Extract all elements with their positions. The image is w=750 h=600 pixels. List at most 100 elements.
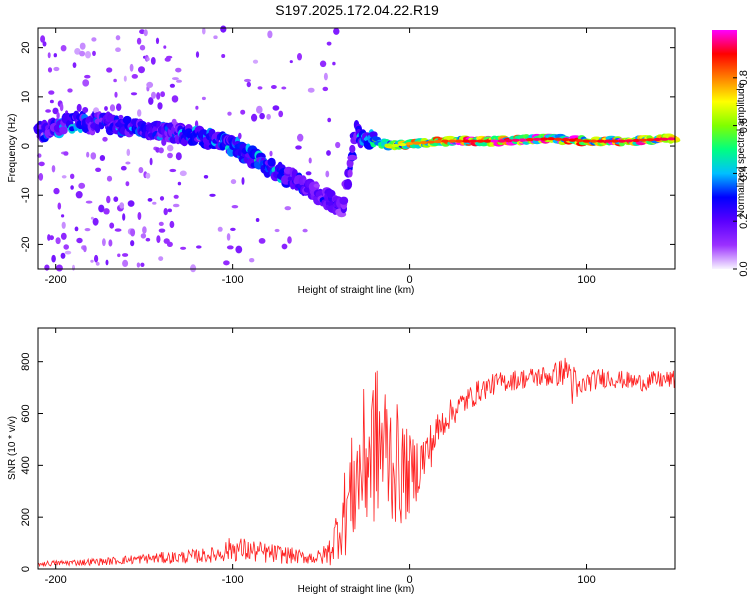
spectrogram-cell	[151, 91, 156, 99]
spectrogram-cell	[136, 262, 141, 268]
spectrogram-cell	[78, 182, 86, 189]
spectrogram-cell	[610, 139, 619, 143]
spectrogram-cell	[130, 92, 138, 96]
spectrogram-cell	[511, 138, 520, 142]
spectrogram-cell	[326, 150, 331, 156]
spectrogram-cell	[345, 180, 351, 187]
spectrogram-cell	[83, 245, 87, 253]
spectrogram-cell	[102, 136, 108, 142]
spectrogram-cell	[79, 42, 86, 50]
spectrogram-cell	[323, 72, 328, 81]
spectrogram-cell	[653, 137, 662, 142]
spectrogram-cell	[115, 35, 121, 41]
spectrogram-cell	[139, 44, 146, 51]
spectrogram-cell	[158, 256, 164, 261]
spectrogram-cell	[525, 138, 534, 142]
spectrogram-cell	[305, 171, 312, 176]
spectrogram-cell	[70, 185, 74, 190]
spectrogram-cell	[74, 226, 79, 232]
spectrogram-cell	[79, 50, 86, 57]
spectrogram-cell	[51, 165, 56, 173]
spectrogram-cell	[40, 35, 46, 43]
spectrogram-cell	[667, 137, 676, 141]
spectrogram-cell	[85, 200, 93, 204]
spectrogram-cell	[483, 139, 492, 143]
spectrogram-cell	[175, 67, 182, 73]
spectrogram-cell	[230, 227, 236, 231]
spectrogram-cell	[238, 132, 242, 140]
spectrogram-cell	[145, 172, 151, 179]
spectrogram-cell	[391, 143, 400, 148]
spectrogram-cell	[114, 91, 118, 98]
spectrogram-cell	[129, 63, 134, 72]
spectrogram-cell	[113, 78, 117, 83]
spectrogram-cell	[179, 170, 187, 177]
spectrogram-cell	[55, 264, 63, 272]
spectrogram-cell	[639, 138, 648, 142]
spectrogram-cell	[287, 236, 292, 244]
spectrogram-cell	[138, 167, 144, 174]
spectrogram-cell	[476, 139, 485, 143]
spectrogram-cell	[45, 109, 51, 113]
spectrogram-cell	[122, 253, 129, 257]
spectrogram-cell	[171, 95, 179, 103]
spectrogram-cell	[255, 218, 260, 222]
spectrogram-cell	[67, 88, 73, 93]
spectrogram-cell	[259, 112, 265, 120]
spectrogram-cell	[646, 138, 655, 142]
spectrogram-cell	[172, 203, 180, 208]
spectrogram-cell	[118, 114, 124, 120]
spectrogram-y-ticks: -20 -10 0 10 20	[20, 42, 675, 252]
spectrogram-cell	[156, 92, 161, 100]
spectrogram-cell	[281, 86, 287, 90]
spectrogram-cell	[59, 103, 64, 112]
spectrogram-cell	[145, 237, 151, 242]
spectrogram-cell	[109, 104, 116, 112]
spectrogram-cell	[267, 30, 273, 39]
spectrogram-cell	[603, 139, 612, 143]
x-tick-label: -100	[222, 574, 244, 586]
spectrogram-cell	[540, 137, 549, 141]
spectrogram-cell	[246, 81, 251, 88]
y-tick-label: -20	[20, 236, 32, 252]
spectrogram-cell	[157, 102, 163, 110]
spectrogram-cell	[84, 228, 91, 232]
spectrogram-cell	[384, 143, 393, 147]
spectrogram-cell	[76, 237, 83, 244]
spectrogram-cell	[163, 45, 167, 49]
spectrogram-cell	[339, 196, 349, 205]
spectrogram-cell	[142, 226, 147, 234]
spectrogram-cell	[160, 91, 166, 98]
spectrogram-cell	[90, 152, 97, 160]
spectrogram-cell	[108, 239, 113, 247]
spectrogram-cell	[90, 216, 94, 220]
colorbar-ticks: 0.0 0.2 0.4 0.6 0.8	[733, 70, 750, 277]
spectrogram-cell	[61, 175, 67, 179]
spectrogram-cell	[257, 86, 263, 90]
spectrogram-cell	[217, 226, 223, 232]
spectrogram-cell	[195, 51, 200, 58]
spectrogram-cell	[169, 220, 175, 229]
snr-x-ticks: -200 -100 0 100	[45, 328, 596, 586]
spectrogram-cell	[130, 228, 136, 237]
colorbar-tick-label: 0.2	[738, 214, 750, 229]
spectrogram-cell	[167, 208, 172, 213]
spectrogram-cell	[231, 205, 239, 209]
spectrogram-x-ticks: -200 -100 0 100	[45, 28, 596, 286]
spectrogram-cell	[195, 105, 199, 110]
spectrogram-cell	[90, 259, 94, 263]
spectrogram-cell	[327, 117, 332, 123]
spectrogram-cell	[596, 139, 605, 143]
spectrogram-cell	[412, 141, 421, 145]
spectrogram-cell	[251, 113, 258, 122]
spectrogram-cell	[72, 264, 75, 271]
spectrogram-cell	[126, 148, 131, 156]
spectrogram-x-label: Height of straight line (km)	[298, 285, 415, 296]
spectrogram-cell	[106, 175, 113, 182]
colorbar-tick-label: 0.6	[738, 118, 750, 133]
spectrogram-cell	[201, 96, 206, 101]
spectrogram-cell	[106, 195, 111, 204]
spectrogram-cell	[167, 152, 173, 159]
spectrogram-cell	[60, 45, 67, 52]
spectrogram-cell	[547, 137, 556, 141]
